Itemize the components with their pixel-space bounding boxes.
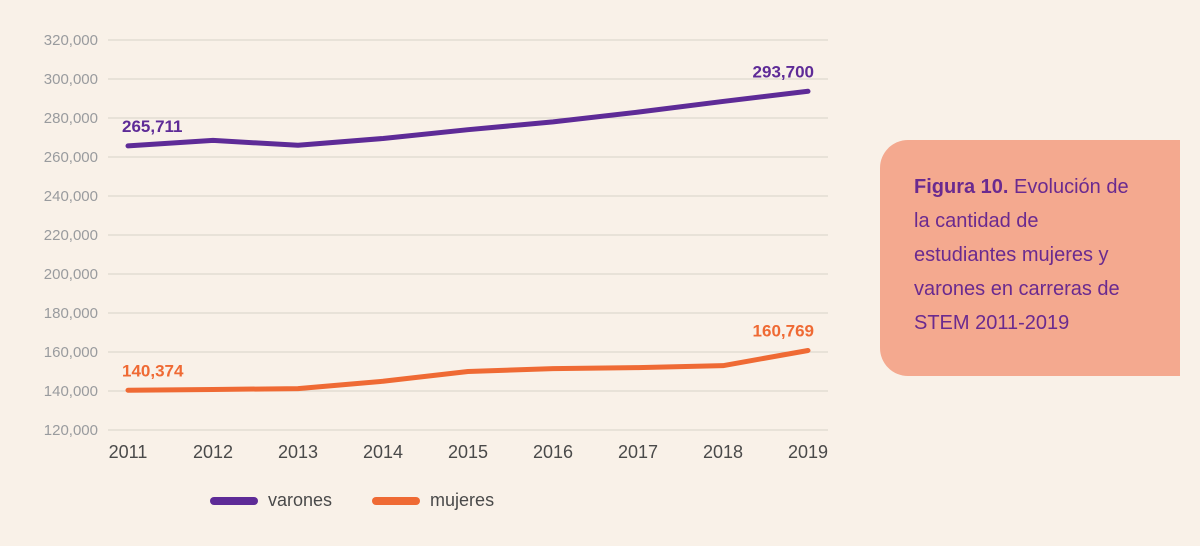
- caption-text: Evolución de la cantidad de estudiantes …: [914, 176, 1129, 334]
- data-label-start-mujeres: 140,374: [122, 361, 184, 380]
- y-tick-label: 140,000: [44, 383, 98, 400]
- data-label-end-mujeres: 160,769: [753, 322, 814, 341]
- x-tick-label: 2015: [448, 442, 488, 462]
- x-tick-label: 2014: [363, 442, 403, 462]
- caption-prefix: Figura 10.: [914, 176, 1008, 198]
- x-tick-label: 2013: [278, 442, 318, 462]
- data-label-start-varones: 265,711: [122, 117, 183, 136]
- figure-caption: Figura 10. Evolución de la cantidad de e…: [880, 140, 1180, 376]
- legend-label-varones: varones: [268, 490, 332, 511]
- y-tick-label: 120,000: [44, 422, 98, 439]
- x-tick-label: 2019: [788, 442, 828, 462]
- series-line-mujeres: [128, 351, 808, 391]
- legend-item-mujeres: mujeres: [372, 490, 494, 511]
- y-tick-label: 300,000: [44, 71, 98, 88]
- y-tick-label: 280,000: [44, 110, 98, 127]
- y-tick-label: 220,000: [44, 227, 98, 244]
- chart-legend: varones mujeres: [210, 490, 494, 511]
- line-chart: 120,000 140,000 160,000 180,000 200,000 220,0…: [20, 30, 840, 470]
- x-tick-label: 2017: [618, 442, 658, 462]
- page: 120,000 140,000 160,000 180,000 200,000 220,0…: [0, 0, 1200, 546]
- y-tick-label: 160,000: [44, 344, 98, 361]
- x-tick-label: 2018: [703, 442, 743, 462]
- data-label-end-varones: 293,700: [753, 62, 814, 81]
- chart-region: 120,000 140,000 160,000 180,000 200,000 220,0…: [20, 30, 840, 470]
- y-tick-label: 260,000: [44, 149, 98, 166]
- legend-swatch-mujeres: [372, 497, 420, 505]
- legend-swatch-varones: [210, 497, 258, 505]
- x-tick-label: 2012: [193, 442, 233, 462]
- y-tick-label: 200,000: [44, 266, 98, 283]
- legend-label-mujeres: mujeres: [430, 490, 494, 511]
- series-line-varones: [128, 91, 808, 146]
- y-tick-label: 240,000: [44, 188, 98, 205]
- x-tick-label: 2016: [533, 442, 573, 462]
- legend-item-varones: varones: [210, 490, 332, 511]
- y-tick-label: 180,000: [44, 305, 98, 322]
- y-tick-label: 320,000: [44, 32, 98, 49]
- x-tick-label: 2011: [109, 442, 148, 462]
